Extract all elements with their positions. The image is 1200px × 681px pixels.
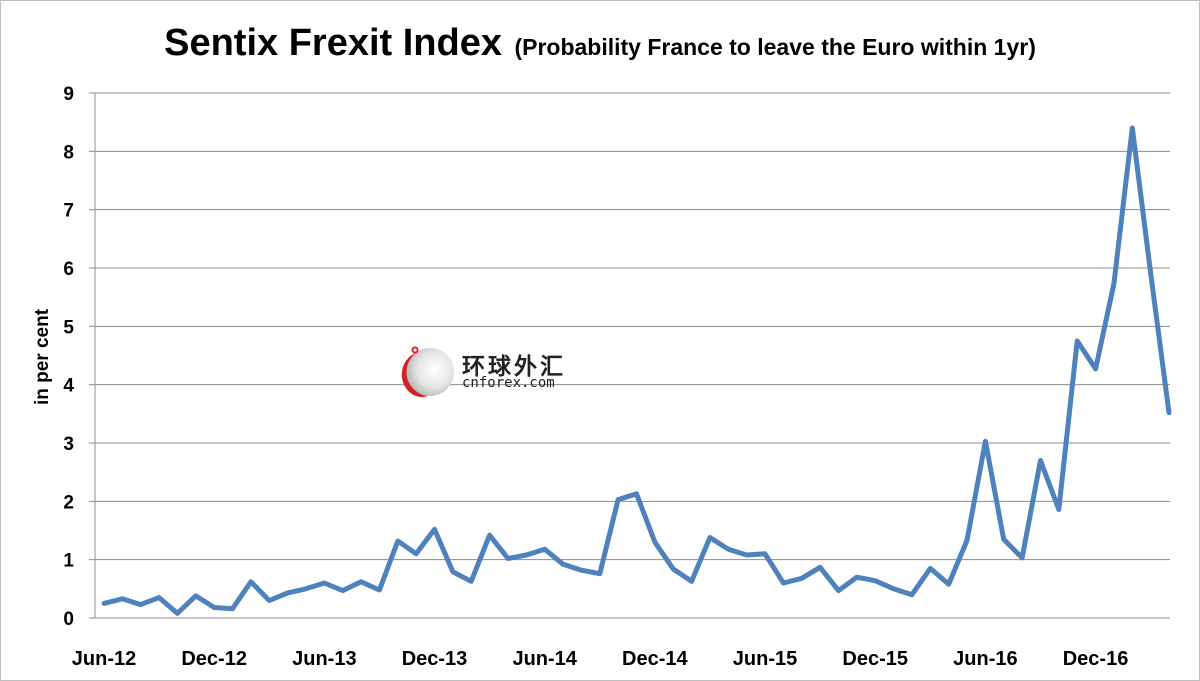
- x-tick-label-jun-16: Jun-16: [953, 648, 1017, 670]
- x-tick-label-jun-13: Jun-13: [292, 648, 356, 670]
- series-line-frexit-index: [101, 125, 1172, 616]
- cnforex-logo-icon: [401, 346, 454, 398]
- x-tick-label-dec-12: Dec-12: [181, 648, 247, 670]
- chart-title-row: Sentix Frexit Index (Probability France …: [0, 22, 1200, 65]
- watermark-chinese-text: 环球外汇: [462, 354, 566, 380]
- watermark-url-text: cnforex.com: [462, 375, 555, 391]
- chart-subtitle: (Probability France to leave the Euro wi…: [514, 34, 1036, 60]
- y-tick-label-5: 5: [63, 317, 74, 338]
- y-tick-label-9: 9: [63, 84, 74, 105]
- y-tick-label-3: 3: [63, 434, 74, 455]
- y-tick-label-1: 1: [63, 551, 74, 572]
- x-tick-label-dec-15: Dec-15: [842, 648, 908, 670]
- chart-title: Sentix Frexit Index: [164, 22, 502, 64]
- y-tick-label-7: 7: [63, 201, 74, 222]
- watermark: 环球外汇 cnforex.com: [400, 345, 590, 400]
- x-tick-label-dec-14: Dec-14: [622, 648, 688, 670]
- y-tick-label-2: 2: [63, 492, 74, 513]
- y-tick-label-6: 6: [63, 259, 74, 280]
- x-tick-label-jun-15: Jun-15: [733, 648, 797, 670]
- y-axis-label: in per cent: [32, 308, 53, 405]
- y-axis-ticks: 0 1 2 3 4 5 6 7 8 9: [63, 84, 95, 630]
- y-tick-label-8: 8: [63, 142, 74, 163]
- y-tick-label-0: 0: [63, 609, 74, 630]
- x-tick-label-jun-12: Jun-12: [72, 648, 136, 670]
- y-tick-label-4: 4: [63, 376, 74, 397]
- gridlines: [95, 92, 1170, 561]
- x-tick-label-dec-13: Dec-13: [402, 648, 468, 670]
- x-axis-ticks: Jun-12 Dec-12 Jun-13 Dec-13 Jun-14 Dec-14 Jun-…: [72, 648, 1129, 670]
- x-tick-label-dec-16: Dec-16: [1063, 648, 1129, 670]
- x-tick-label-jun-14: Jun-14: [512, 648, 577, 670]
